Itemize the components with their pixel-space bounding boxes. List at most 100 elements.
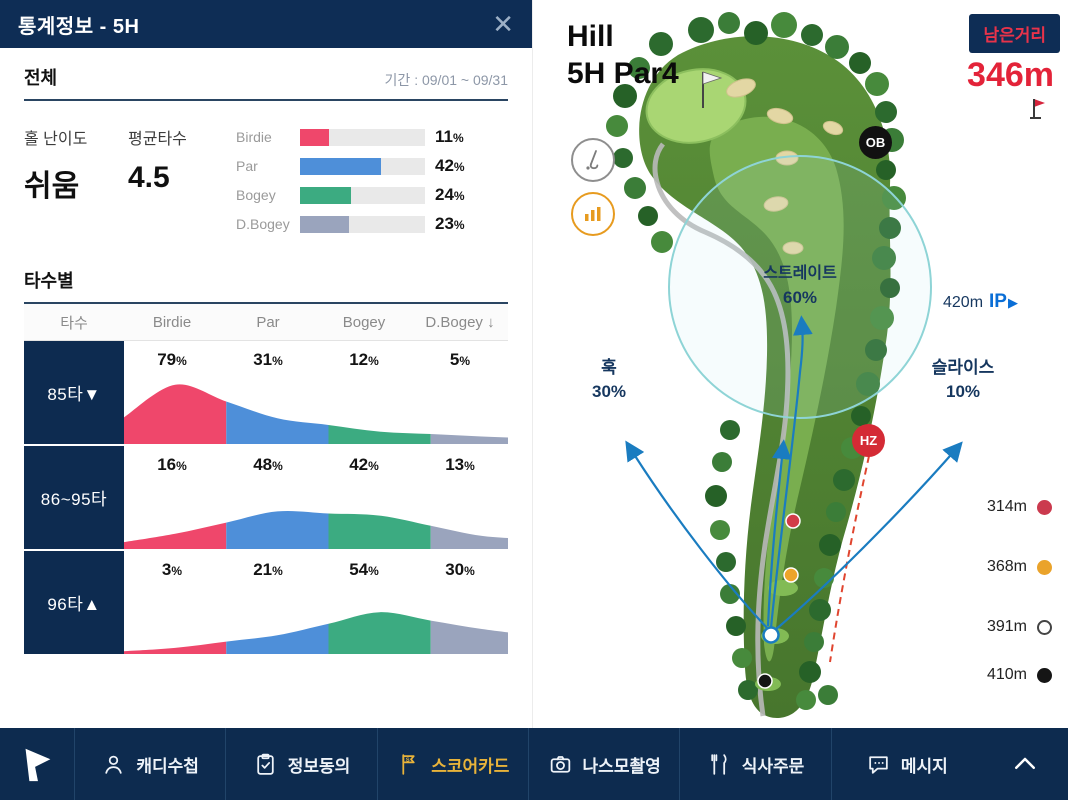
nav-item-message[interactable]: 메시지	[830, 728, 982, 800]
app-logo[interactable]	[0, 728, 74, 800]
table-body: 85타▼ 79% 31% 12% 5% 86~95타 16% 48% 42% 13% 96타▲ 3% 2…	[24, 341, 508, 656]
tree	[804, 632, 824, 652]
bottom-nav: 캐디수첩 정보동의 S 스코어카드 나스모촬영 식사주문 메시지	[0, 728, 1068, 800]
stats-panel-header: 통계정보 - 5H ✕	[0, 0, 532, 48]
tree	[851, 406, 871, 426]
tree	[651, 231, 673, 253]
table-header-cell[interactable]: D.Bogey ↓	[425, 313, 495, 331]
score-bar-value: 23%	[435, 214, 465, 233]
straight-tendency-label: 스트레이트 60%	[763, 265, 837, 307]
close-icon[interactable]: ✕	[492, 9, 514, 39]
nav-item-camera[interactable]: 나스모촬영	[527, 728, 679, 800]
score-bar-track	[300, 157, 425, 175]
table-row[interactable]: 86~95타 16% 48% 42% 13%	[24, 446, 508, 551]
tree	[771, 12, 797, 38]
tree	[726, 616, 746, 636]
distribution-value: 30%	[445, 560, 475, 579]
white-tee-marker	[762, 626, 780, 644]
tree	[801, 24, 823, 46]
camera-icon	[548, 752, 573, 777]
table-row[interactable]: 96타▲ 3% 21% 54% 30%	[24, 551, 508, 656]
chevron-up-icon[interactable]	[982, 728, 1068, 800]
tree	[875, 101, 897, 123]
nav-item-scorecard[interactable]: S 스코어카드	[376, 728, 528, 800]
tree	[799, 661, 821, 683]
tree	[809, 599, 831, 621]
fairway-cut	[709, 116, 844, 662]
dispersion-circle	[668, 155, 932, 419]
stroke-range-label: 96타▲	[24, 551, 124, 654]
tree	[833, 469, 855, 491]
tree	[712, 452, 732, 472]
caddie-note-icon	[101, 752, 126, 777]
stats-panel: 통계정보 - 5H ✕ 전체 기간 : 09/01 ~ 09/31 홀 난이도 …	[0, 0, 533, 728]
distribution-value: 12%	[349, 350, 379, 369]
tree	[613, 84, 637, 108]
tree	[720, 420, 740, 440]
score-distribution-bars: Birdie 11% Par 42% Bogey 24% D.Bogey 23%	[236, 127, 508, 243]
hazard-marker: HZ	[852, 424, 885, 457]
tee-distance-item: 368m	[981, 558, 1052, 576]
score-bar-track	[300, 215, 425, 233]
hole-title: Hill 5H Par4	[567, 18, 679, 92]
hazard-line	[829, 455, 870, 663]
remaining-distance-value: 346m	[967, 56, 1054, 94]
distribution-value: 48%	[253, 455, 283, 474]
bunkers	[726, 78, 844, 255]
overall-section-head: 전체 기간 : 09/01 ~ 09/31	[24, 64, 508, 101]
tree	[814, 568, 834, 588]
score-bar-value: 42%	[435, 156, 465, 175]
nav-item-meal[interactable]: 식사주문	[679, 728, 830, 800]
hole-stats-icon[interactable]	[571, 192, 615, 236]
yellow-tee-marker	[783, 567, 799, 583]
average-value: 4.5	[128, 161, 170, 194]
distribution-value: 13%	[445, 455, 475, 474]
tree	[705, 485, 727, 507]
distribution-value: 16%	[157, 455, 187, 474]
table-header-row: 타수 Birdie Par Bogey D.Bogey ↓	[24, 304, 508, 341]
tree	[865, 72, 889, 96]
tee-distance-item: 410m	[981, 666, 1052, 684]
nav-item-label: 메시지	[900, 756, 948, 776]
straight-arrow-2	[766, 439, 792, 627]
tee-distance-value: 368m	[986, 558, 1027, 575]
score-bar-fill	[300, 186, 351, 204]
tree	[819, 534, 841, 556]
straight-arrow	[769, 315, 813, 629]
tree	[738, 680, 758, 700]
score-bar-row: Par 42%	[236, 156, 508, 176]
score-bar-value: 11%	[435, 127, 464, 146]
score-bar-fill	[300, 128, 329, 146]
nav-items: 캐디수첩 정보동의 S 스코어카드 나스모촬영 식사주문 메시지	[74, 728, 982, 800]
score-bar-label: Birdie	[236, 129, 272, 145]
remaining-distance-block: 남은거리 346m	[967, 14, 1060, 126]
score-bar-label: Par	[236, 158, 258, 174]
score-bar-row: D.Bogey 23%	[236, 214, 508, 234]
tree	[716, 552, 736, 572]
nav-item-consent[interactable]: 정보동의	[225, 728, 376, 800]
hole-course-map[interactable]	[533, 0, 1068, 728]
ip-distance-label: 420m IP▶	[943, 291, 1018, 312]
tree	[649, 32, 673, 56]
difficulty-label: 홀 난이도	[24, 131, 88, 148]
nav-item-caddie-note[interactable]: 캐디수첩	[74, 728, 225, 800]
tee-distance-item: 391m	[981, 618, 1052, 636]
tree	[688, 17, 714, 43]
club-info-icon[interactable]	[571, 138, 615, 182]
meal-icon	[707, 752, 732, 777]
period-label: 기간 : 09/01 ~ 09/31	[384, 72, 508, 88]
score-bar-fill	[300, 157, 381, 175]
scorecard-icon: S	[396, 752, 421, 777]
table-row[interactable]: 85타▼ 79% 31% 12% 5%	[24, 341, 508, 446]
nav-item-label: 나스모촬영	[582, 756, 661, 776]
tree	[856, 372, 880, 396]
stroke-range-label: 86~95타	[24, 446, 124, 549]
distribution-value: 31%	[253, 350, 283, 369]
svg-text:S: S	[406, 757, 410, 763]
table-header-cell: Bogey	[342, 313, 386, 331]
tree	[849, 52, 871, 74]
tree	[613, 148, 633, 168]
tree	[628, 57, 650, 79]
tee-color-dot	[1037, 667, 1052, 683]
